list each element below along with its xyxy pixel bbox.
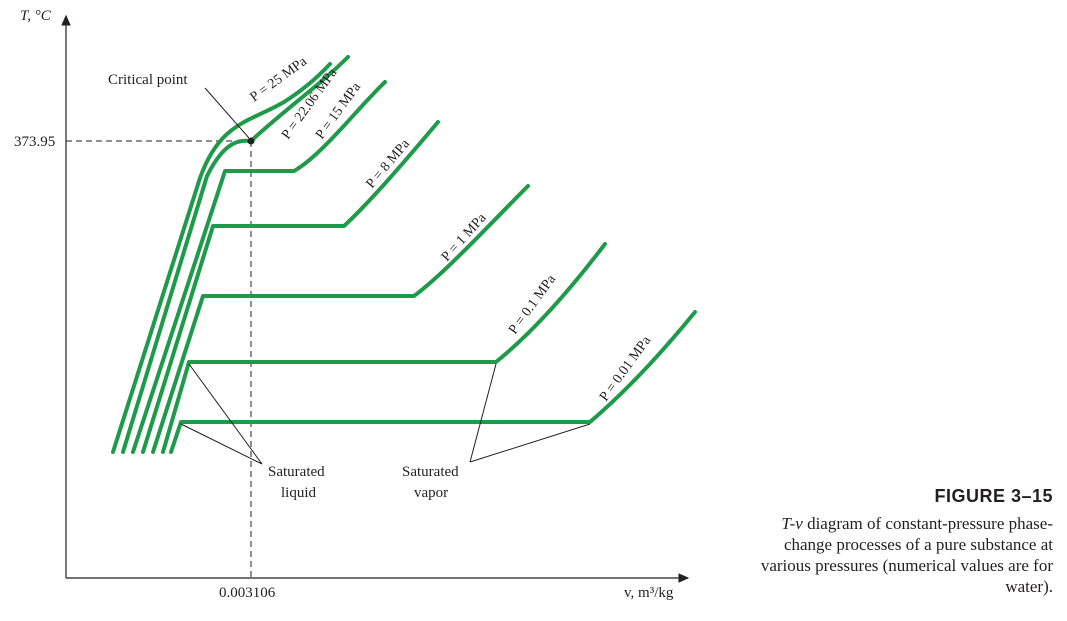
saturated-liquid-label-line2: liquid: [281, 485, 317, 501]
isobar-curve-0-01mpa: [169, 310, 697, 454]
x-axis-label: v, m³/kg: [624, 585, 674, 601]
figure-description: T-v diagram of constant-pressure phase-c…: [753, 513, 1053, 597]
saturated-vapor-leader-2: [469, 423, 591, 463]
saturated-vapor-leader-1: [469, 363, 497, 463]
critical-temperature-label: 373.95: [14, 134, 55, 150]
isobar-curve-15mpa: [131, 80, 387, 454]
critical-point-leader-line: [204, 87, 250, 139]
isobar-curve-25mpa: [111, 62, 332, 454]
isobar-curve-22-06mpa: [121, 55, 350, 454]
isobar-label-1mpa: P = 1 MPa: [439, 210, 490, 265]
critical-point-marker: [247, 137, 255, 145]
figure-title: FIGURE 3–15: [934, 486, 1053, 506]
isobar-curve-1mpa: [151, 184, 530, 454]
saturated-liquid-leader-1: [188, 363, 263, 465]
saturated-liquid-label-line1: Saturated: [268, 464, 325, 480]
isobar-curve-8mpa: [141, 120, 440, 454]
figure-description-text: diagram of constant-pressure phase-chang…: [760, 514, 1053, 596]
figure-description-prefix: T-v: [781, 514, 803, 533]
critical-volume-label: 0.003106: [219, 585, 276, 601]
critical-point-label: Critical point: [108, 72, 188, 88]
saturated-vapor-label-line2: vapor: [414, 485, 448, 501]
saturated-liquid-leader-2: [180, 423, 263, 465]
isobar-label-8mpa: P = 8 MPa: [364, 136, 414, 192]
isobar-curve-0-1mpa: [161, 242, 607, 454]
y-axis-label: T, °C: [20, 8, 52, 24]
figure-caption: FIGURE 3–15 T-v diagram of constant-pres…: [753, 486, 1053, 597]
saturated-vapor-label-line1: Saturated: [402, 464, 459, 480]
